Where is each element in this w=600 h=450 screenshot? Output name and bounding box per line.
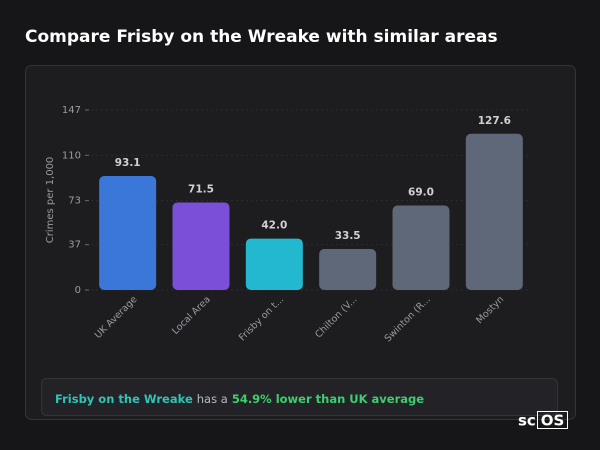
summary-place: Frisby on the Wreake xyxy=(55,392,193,406)
logo-left: sc xyxy=(518,412,536,430)
logo-box xyxy=(537,411,568,429)
y-axis-label: Crimes per 1,000 xyxy=(45,157,56,244)
y-tick-label: 110 xyxy=(62,150,81,161)
summary: Frisby on the Wreake has a 54.9% lower t… xyxy=(55,392,424,406)
bar xyxy=(172,202,230,290)
y-tick-label: 37 xyxy=(68,240,81,251)
summary-finding: 54.9% lower than UK average xyxy=(232,392,424,406)
logo-boxed: OS xyxy=(541,412,565,430)
value-label: 71.5 xyxy=(188,183,214,195)
bar xyxy=(99,176,157,290)
y-tick-label: 147 xyxy=(62,105,81,116)
value-label: 42.0 xyxy=(261,220,287,232)
value-label: 33.5 xyxy=(335,230,361,242)
y-tick-label: 73 xyxy=(68,196,81,207)
summary-middle: has a xyxy=(197,392,228,406)
value-label: 69.0 xyxy=(408,187,434,199)
value-label: 93.1 xyxy=(115,157,141,169)
bar xyxy=(319,248,377,290)
bar xyxy=(245,238,303,290)
bar xyxy=(465,133,523,290)
summary-box xyxy=(41,378,558,416)
y-tick-label: 0 xyxy=(75,285,81,296)
value-label: 127.6 xyxy=(478,115,511,127)
bar xyxy=(392,205,450,290)
chart-title: Compare Frisby on the Wreake with simila… xyxy=(25,27,498,47)
